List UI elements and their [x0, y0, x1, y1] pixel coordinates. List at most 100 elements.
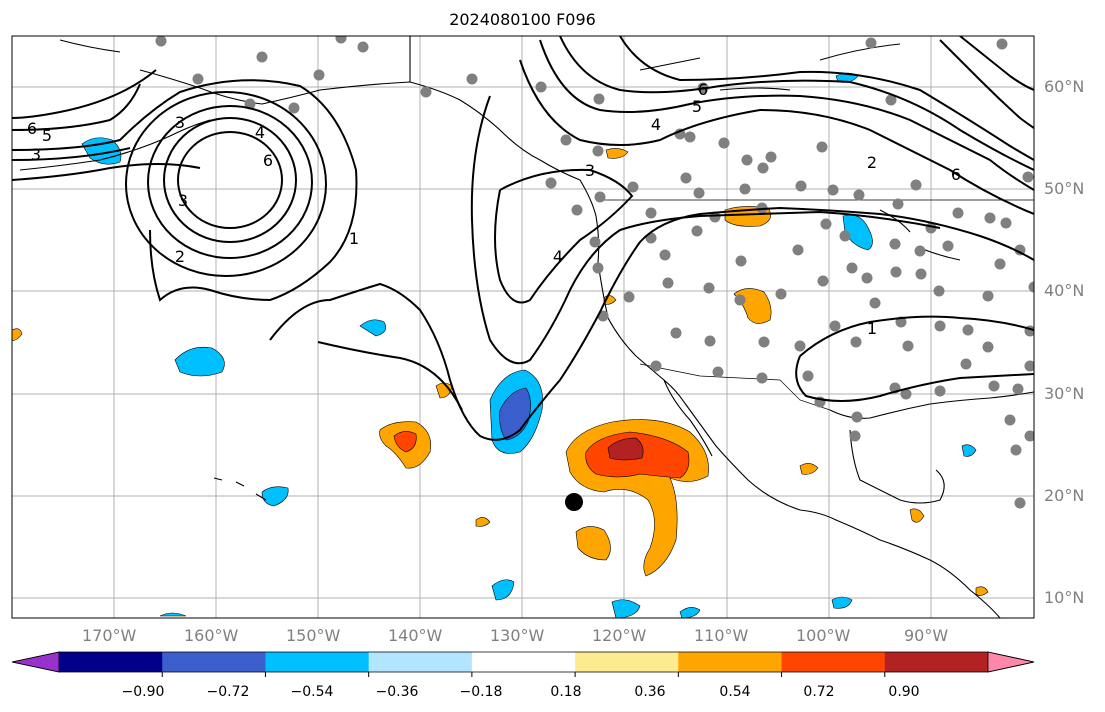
colorbar-segment — [265, 652, 370, 672]
contour-labels: 6 5 3 3 4 6 3 2 1 6 5 4 3 4 2 6 1 — [27, 80, 961, 338]
station-dot — [839, 230, 851, 242]
longitude-label: 130°W — [490, 626, 545, 645]
colorbar-tick-label: −0.18 — [459, 684, 503, 700]
station-dot — [680, 172, 692, 184]
station-dot — [1010, 444, 1022, 456]
negative-anomaly-area — [831, 596, 853, 609]
station-dot — [846, 262, 858, 274]
station-dot — [684, 131, 696, 143]
station-dot — [915, 268, 927, 280]
station-dot — [889, 238, 901, 250]
station-dot — [1028, 281, 1034, 293]
station-dot — [910, 179, 922, 191]
colorbar-tick-label: 0.90 — [888, 684, 920, 700]
station-dot — [256, 51, 268, 63]
very-strong-positive-anomaly-area — [607, 437, 644, 461]
station-dot — [890, 266, 902, 278]
station-dot — [709, 211, 721, 223]
station-dot — [703, 282, 715, 294]
station-dot — [288, 102, 300, 114]
station-dot — [902, 340, 914, 352]
colorbar-tick-label: −0.90 — [121, 684, 165, 700]
station-dot — [420, 86, 432, 98]
station-dot — [757, 162, 769, 174]
longitude-label: 150°W — [286, 626, 341, 645]
station-dot — [545, 177, 557, 189]
station-dot — [466, 73, 478, 85]
station-dot — [756, 372, 768, 384]
station-dot — [1014, 497, 1026, 509]
positive-anomaly-area — [12, 328, 23, 341]
station-dot — [861, 272, 873, 284]
station-dot — [592, 145, 604, 157]
station-dot — [1004, 414, 1016, 426]
colorbar — [11, 651, 1035, 677]
station-dot — [571, 204, 583, 216]
latitude-label: 50°N — [1044, 179, 1085, 198]
station-dot — [775, 288, 787, 300]
station-dot — [758, 336, 770, 348]
colorbar-tick-label: 0.54 — [719, 684, 751, 700]
colorbar-segment — [162, 652, 266, 672]
latitude-label: 20°N — [1044, 486, 1085, 505]
contour-line — [795, 315, 1034, 402]
contour-line — [494, 168, 634, 304]
positive-anomaly-area — [605, 148, 629, 159]
station-dot — [627, 181, 639, 193]
station-dot — [933, 285, 945, 297]
station-dot — [942, 240, 954, 252]
contour-line — [12, 163, 201, 181]
station-dot — [827, 184, 839, 196]
colorbar-outline — [11, 651, 1035, 673]
contour-label: 4 — [651, 115, 661, 134]
colorbar-segment — [781, 652, 886, 672]
station-dot — [662, 277, 674, 289]
station-dot — [892, 198, 904, 210]
contour-label: 6 — [698, 80, 708, 99]
station-dot — [650, 360, 662, 372]
colorbar-tick-label: −0.72 — [206, 684, 250, 700]
station-dot — [988, 380, 1000, 392]
station-dot — [829, 320, 841, 332]
negative-anomaly-area — [491, 579, 515, 601]
positive-anomaly-area — [799, 463, 819, 475]
station-dot — [1012, 383, 1024, 395]
station-dot — [313, 69, 325, 81]
station-dot — [914, 245, 926, 257]
positive-anomaly-area — [575, 526, 611, 561]
contour-line — [163, 117, 297, 243]
station-dot — [865, 37, 877, 49]
contour-line — [559, 36, 1034, 171]
contour-label: 1 — [349, 229, 359, 248]
longitude-label: 170°W — [82, 626, 137, 645]
map-frame — [11, 35, 1035, 619]
station-dot — [589, 236, 601, 248]
contour-line — [959, 36, 1034, 91]
station-dot — [593, 93, 605, 105]
station-dot — [739, 183, 751, 195]
contour-label: 3 — [31, 145, 41, 164]
station-dot — [996, 38, 1008, 50]
contour-label: 1 — [867, 319, 877, 338]
station-dot — [712, 366, 724, 378]
colorbar-segment — [884, 652, 989, 672]
station-dot — [734, 294, 746, 306]
station-dot — [691, 225, 703, 237]
station-dot — [802, 370, 814, 382]
station-dot — [982, 290, 994, 302]
station-dot — [1024, 360, 1034, 372]
contour-label: 2 — [175, 247, 185, 266]
station-dot — [1000, 217, 1012, 229]
station-dot — [820, 218, 832, 230]
station-dot — [645, 207, 657, 219]
colorbar-tick-label: 0.36 — [634, 684, 666, 700]
map-area — [12, 36, 1034, 618]
longitude-label: 90°W — [904, 626, 949, 645]
anomaly-shading — [12, 72, 989, 618]
contour-line — [939, 39, 1034, 129]
colorbar-segment — [575, 652, 679, 672]
station-dot — [853, 189, 865, 201]
station-dot — [851, 411, 863, 423]
negative-anomaly-area — [174, 346, 225, 377]
